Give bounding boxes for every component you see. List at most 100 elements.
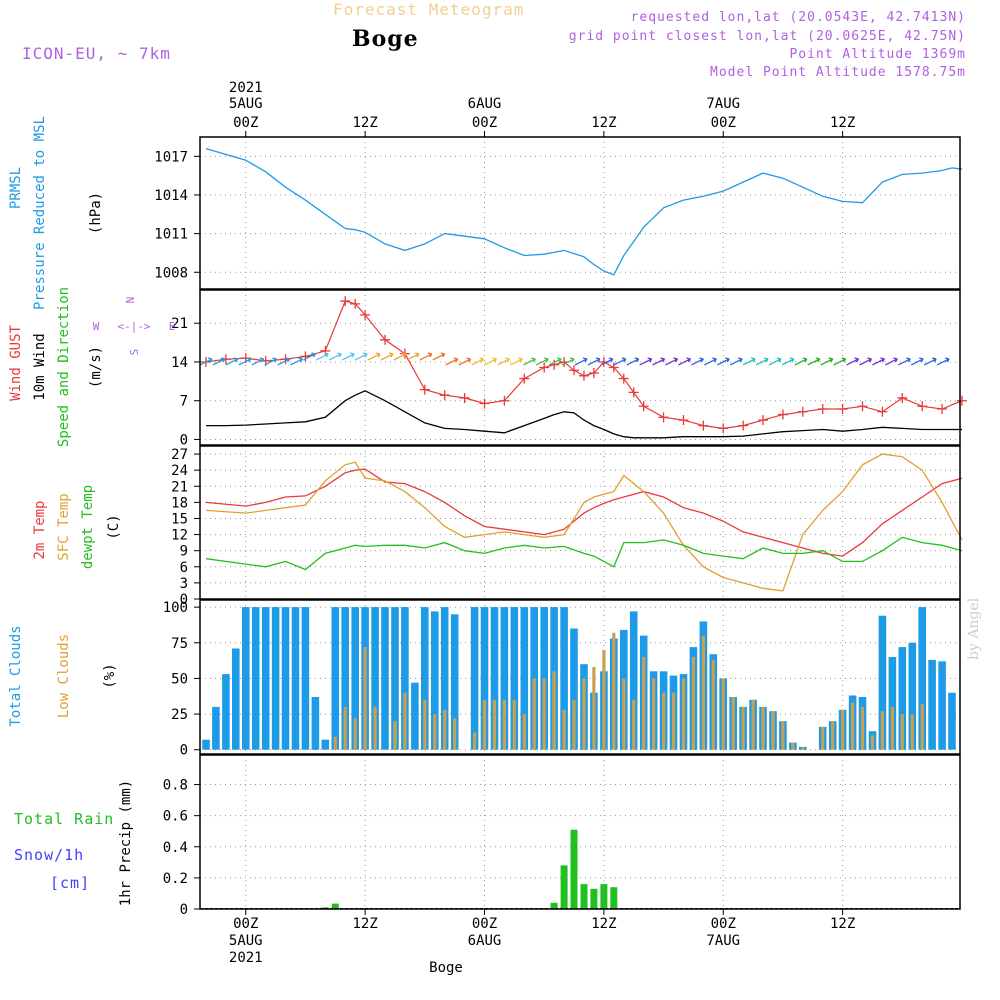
y-tick-label: 1017 (154, 149, 188, 165)
low-cloud-bar (831, 721, 835, 750)
y-tick-label: 6 (180, 560, 188, 576)
legend-snow: Snow/1h (14, 846, 84, 864)
rain-bar (600, 884, 608, 909)
total-cloud-bar (938, 661, 946, 750)
gust-point (459, 392, 470, 403)
low-cloud-bar (373, 706, 377, 750)
low-cloud-bar (721, 678, 725, 750)
wind-arrow (277, 357, 291, 366)
gust-point (360, 309, 371, 320)
total-cloud-bar (510, 607, 519, 750)
y-tick-label: 25 (171, 707, 188, 723)
gust-point (439, 390, 450, 401)
wind-arrow (678, 357, 691, 366)
rain-bar (331, 903, 339, 909)
axis-title-pressure: Pressure Reduced to MSL (32, 116, 48, 310)
total-cloud-bar (530, 607, 538, 750)
wind-arrow (885, 357, 898, 366)
temp-2m-line (205, 468, 963, 557)
gust-point (956, 395, 967, 406)
wind-arrow (535, 357, 549, 366)
total-cloud-bar (888, 657, 897, 750)
gust-point (917, 401, 928, 412)
total-cloud-bar (291, 607, 300, 750)
gust-point (479, 398, 490, 409)
low-cloud-bar (582, 678, 586, 750)
low-cloud-bar (492, 699, 497, 750)
wind-arrow (290, 357, 304, 366)
total-cloud-bar (570, 628, 578, 750)
low-cloud-bar (453, 718, 457, 750)
low-cloud-bar (870, 735, 875, 750)
low-cloud-bar (502, 699, 506, 750)
axis-title-2m-temp: 2m Temp (32, 500, 48, 559)
low-cloud-bar (333, 736, 337, 750)
wind-arrow (742, 357, 756, 366)
rain-bar (560, 865, 568, 909)
low-cloud-bar (671, 692, 676, 750)
low-cloud-bar (572, 699, 576, 750)
total-cloud-bar (470, 607, 479, 750)
legend-total-rain: Total Rain (14, 810, 114, 828)
y-tick-label: 0 (180, 592, 188, 608)
total-cloud-bar (331, 607, 340, 750)
wind-arrow (936, 357, 950, 366)
gust-point (569, 365, 580, 376)
low-cloud-bar (681, 678, 686, 750)
total-cloud-bar (629, 611, 638, 750)
low-cloud-bar (821, 726, 825, 750)
low-cloud-bar (592, 667, 596, 750)
total-cloud-bar (490, 607, 499, 750)
axis-unit-temp: (C) (106, 514, 122, 539)
time-label-top: 2021 (229, 80, 263, 96)
gust-point (698, 420, 709, 431)
gust-point (419, 384, 430, 395)
footer-location: Boge (429, 960, 463, 976)
total-cloud-bar (431, 611, 439, 750)
temp-dewpt-line (205, 536, 963, 571)
low-cloud-bar (403, 692, 407, 750)
temp-sfc-line (205, 453, 963, 592)
wind-arrow (639, 357, 653, 366)
time-label-bottom: 12Z (352, 916, 377, 932)
panel-frame-pressure (199, 136, 961, 290)
low-cloud-bar (701, 635, 705, 750)
gust-line (205, 300, 963, 430)
gust-point (658, 412, 669, 423)
y-tick-label: 0.4 (163, 840, 188, 856)
data-layer (199, 147, 967, 909)
wind-arrow (768, 357, 782, 366)
wind-arrow (419, 352, 433, 361)
y-tick-label: 0.6 (163, 809, 188, 825)
gust-point (837, 404, 848, 415)
low-cloud-bar (482, 699, 487, 750)
total-cloud-bar (321, 739, 330, 750)
axis-title-dewpt-temp: dewpt Temp (80, 485, 96, 569)
gust-point (777, 409, 788, 420)
wind-arrow (251, 357, 265, 366)
total-cloud-bar (500, 607, 509, 750)
wind-arrow (367, 352, 381, 361)
total-cloud-bar (371, 607, 379, 750)
axis-title-precip: 1hr Precip (mm) (118, 780, 134, 906)
wind-arrow (574, 357, 588, 366)
wind-arrow (432, 352, 446, 361)
axis-title-sfc-temp: SFC Temp (56, 493, 72, 560)
y-tick-label: 0 (180, 902, 188, 918)
time-label-top: 6AUG (468, 96, 502, 112)
wind-arrow (652, 357, 666, 366)
y-tick-label: 27 (171, 447, 188, 463)
panel-frame-clouds (199, 599, 961, 755)
total-cloud-bar (261, 607, 270, 750)
low-cloud-bar (851, 702, 855, 750)
compass-cross: <-|-> (117, 320, 150, 333)
low-cloud-bar (890, 706, 894, 750)
wind-arrow (587, 357, 601, 366)
gust-point (380, 334, 391, 345)
time-label-bottom: 00Z (472, 916, 497, 932)
wind-10m-line (206, 390, 962, 439)
axis-title-wind-direction: Speed and Direction (56, 287, 72, 447)
low-cloud-bar (443, 709, 447, 750)
wind-arrow (716, 357, 730, 366)
